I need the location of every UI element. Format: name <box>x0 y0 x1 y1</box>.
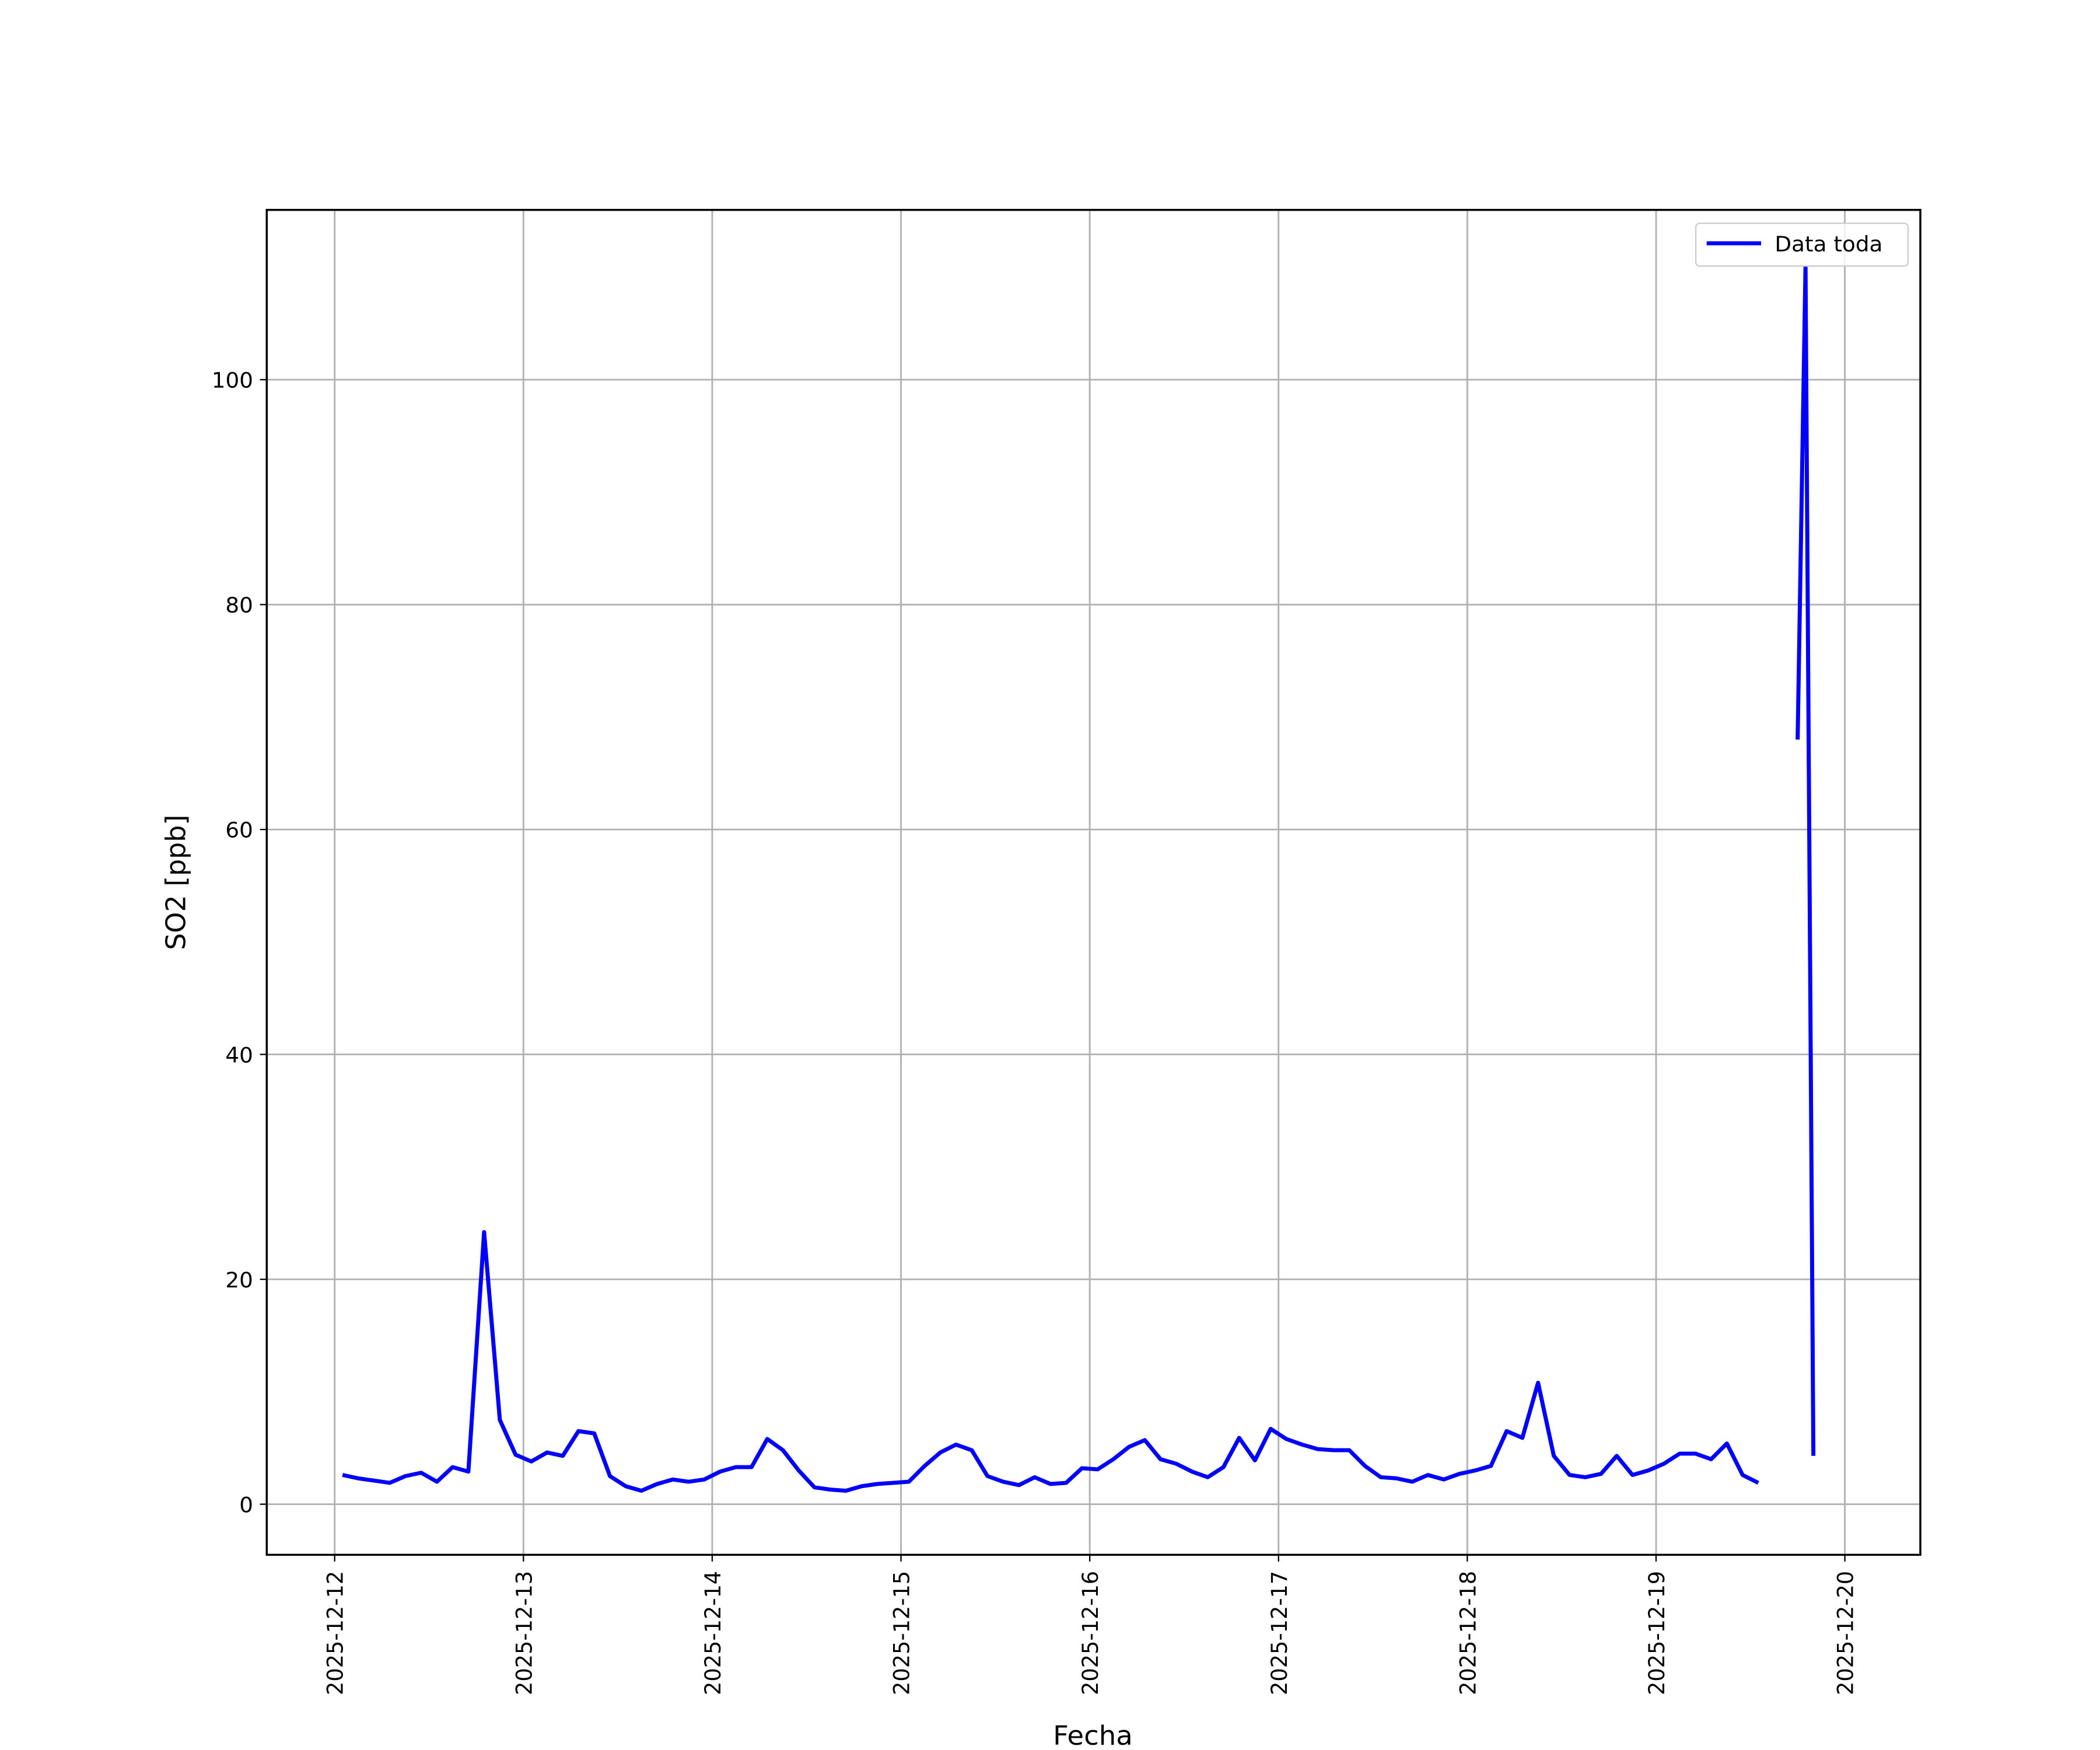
x-tick-label: 2025-12-19 <box>1644 1571 1670 1695</box>
legend-box <box>1695 222 1909 267</box>
y-tick-label: 20 <box>225 1268 253 1293</box>
x-tick-label: 2025-12-15 <box>889 1571 914 1695</box>
y-tick-label: 80 <box>225 593 253 618</box>
x-tick-label: 2025-12-12 <box>323 1571 348 1695</box>
x-tick-label: 2025-12-17 <box>1266 1571 1292 1695</box>
x-axis-label: Fecha <box>1053 1720 1133 1750</box>
plot-frame <box>265 209 1922 1556</box>
y-axis-label: SO2 [ppb] <box>160 815 191 950</box>
x-tick-label: 2025-12-18 <box>1455 1571 1480 1695</box>
y-tick-label: 40 <box>225 1043 253 1068</box>
y-tick-label: 0 <box>239 1493 253 1518</box>
y-tick-label: 100 <box>212 368 253 393</box>
data-line <box>342 265 1816 1493</box>
x-tick-label: 2025-12-14 <box>701 1571 726 1695</box>
x-tick-label: 2025-12-16 <box>1078 1571 1103 1695</box>
legend-label: Data toda <box>1774 232 1882 257</box>
x-tick-label: 2025-12-13 <box>512 1571 537 1695</box>
x-tick-label: 2025-12-20 <box>1833 1571 1858 1695</box>
y-tick-label: 60 <box>225 818 253 843</box>
